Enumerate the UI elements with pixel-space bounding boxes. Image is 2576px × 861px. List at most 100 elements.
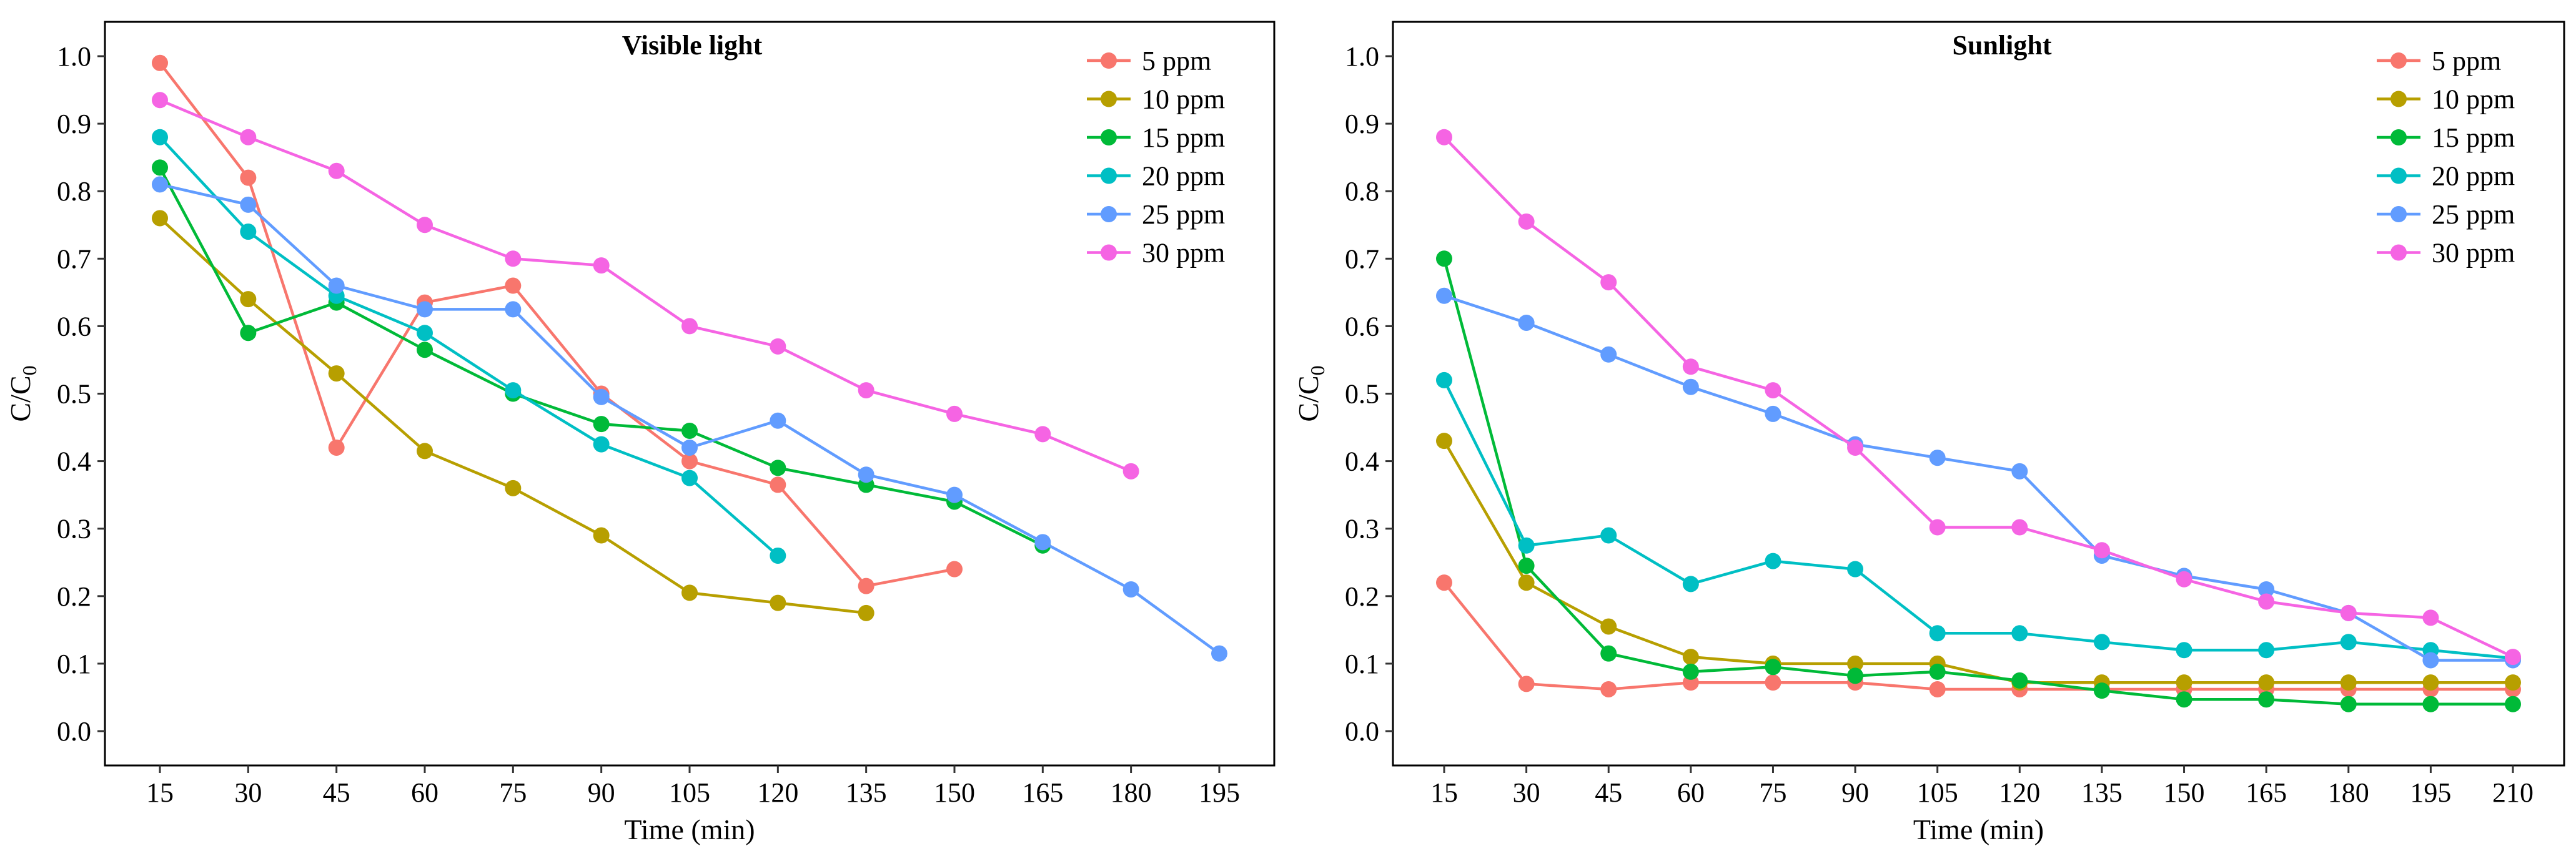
data-point [2258, 581, 2275, 598]
data-point [770, 460, 786, 476]
legend-key-point [2390, 244, 2407, 261]
x-tick-label: 60 [411, 777, 438, 808]
data-point [2176, 674, 2192, 691]
data-point [1518, 537, 1535, 554]
x-tick-label: 135 [2081, 777, 2123, 808]
data-point [1765, 659, 1781, 676]
series-10-ppm [1436, 433, 2521, 691]
data-point [1600, 681, 1617, 697]
y-tick-label: 0.7 [57, 244, 91, 274]
data-point [946, 405, 963, 422]
x-tick-label: 105 [1917, 777, 1958, 808]
data-point [1765, 674, 1781, 691]
data-point [2093, 682, 2110, 699]
data-point [1847, 439, 1864, 456]
data-point [593, 388, 610, 405]
x-tick-label: 120 [757, 777, 798, 808]
data-point [1518, 558, 1535, 574]
data-point [2011, 519, 2028, 536]
legend-key-point [2390, 91, 2407, 107]
series-line [159, 99, 1132, 473]
data-point [2340, 674, 2357, 691]
legend-label: 25 ppm [2432, 199, 2515, 230]
data-point [2422, 674, 2439, 691]
data-point [1518, 676, 1535, 692]
y-tick-label: 1.0 [1345, 41, 1379, 72]
legend-key-point [1101, 91, 1117, 107]
data-point [593, 257, 610, 274]
data-point [770, 412, 786, 429]
series-15-ppm [1436, 250, 2521, 712]
data-point [1765, 553, 1781, 569]
data-point [2258, 691, 2275, 708]
data-point [152, 210, 168, 227]
data-point [681, 318, 698, 335]
legend-key-point [2390, 52, 2407, 69]
y-axis-title: C/C0 [1292, 365, 1329, 421]
series-30-ppm [152, 92, 1139, 480]
data-point [1518, 213, 1535, 230]
data-point [858, 382, 874, 399]
series-line [159, 167, 1044, 547]
legend-key-point [1101, 244, 1117, 261]
x-tick-label: 180 [2328, 777, 2369, 808]
chart-panel-2: 0.0 0.1 0.2 0.3 0.4 0.5 0.6 0.7 0.8 0.9 1.0 15 30 45 6… [1292, 21, 2565, 845]
data-point [1122, 581, 1139, 598]
data-point [1682, 576, 1699, 593]
legend-key-point [2390, 206, 2407, 222]
data-point [2422, 696, 2439, 712]
data-point [2011, 625, 2028, 642]
data-point [328, 162, 345, 179]
series-25-ppm [1436, 287, 2521, 669]
x-tick-label: 90 [1841, 777, 1869, 808]
legend-key-point [1101, 52, 1117, 69]
y-tick-label: 1.0 [57, 41, 91, 72]
data-point [2505, 649, 2521, 666]
data-point [2258, 674, 2275, 691]
data-point [946, 486, 963, 503]
data-point [770, 594, 786, 611]
series-30-ppm [1436, 129, 2521, 666]
data-point [2422, 609, 2439, 626]
data-point [946, 561, 963, 578]
x-tick-label: 30 [1513, 777, 1540, 808]
series-line [1443, 581, 2513, 691]
legend-label: 15 ppm [2432, 122, 2515, 153]
y-tick-label: 0.9 [1345, 109, 1379, 139]
legend-key-point [2390, 129, 2407, 145]
data-point [152, 54, 168, 71]
data-point [328, 439, 345, 456]
y-tick-label: 0.8 [57, 176, 91, 207]
legend-label: 30 ppm [1142, 238, 1225, 268]
series-20-ppm [152, 129, 786, 564]
y-tick-label: 0.6 [57, 311, 91, 342]
y-tick-label: 0.3 [1345, 514, 1379, 544]
series-25-ppm [152, 176, 1227, 662]
data-point [417, 217, 433, 234]
data-point [2011, 672, 2028, 689]
data-point [2340, 634, 2357, 651]
data-point [681, 422, 698, 439]
y-tick-label: 0.2 [1345, 581, 1379, 612]
data-point [1600, 346, 1617, 363]
x-tick-label: 165 [2246, 777, 2287, 808]
series-line [1443, 440, 2513, 684]
legend-label: 10 ppm [1142, 84, 1225, 115]
data-point [593, 436, 610, 453]
series-line [1443, 136, 2514, 659]
data-point [417, 342, 433, 358]
series-line [1442, 379, 2514, 660]
data-point [1436, 574, 1452, 591]
y-tick-label: 0.4 [57, 446, 91, 477]
data-point [1600, 645, 1617, 662]
data-point [240, 325, 257, 342]
legend-label: 5 ppm [1142, 46, 1211, 76]
series-line [159, 62, 955, 588]
series-5-ppm [1436, 574, 2521, 697]
data-point [1847, 655, 1864, 672]
plot-frame [104, 21, 1276, 767]
data-point [1436, 371, 1452, 388]
series-line [1442, 258, 2513, 706]
data-point [1436, 433, 1452, 450]
data-point [505, 277, 522, 294]
